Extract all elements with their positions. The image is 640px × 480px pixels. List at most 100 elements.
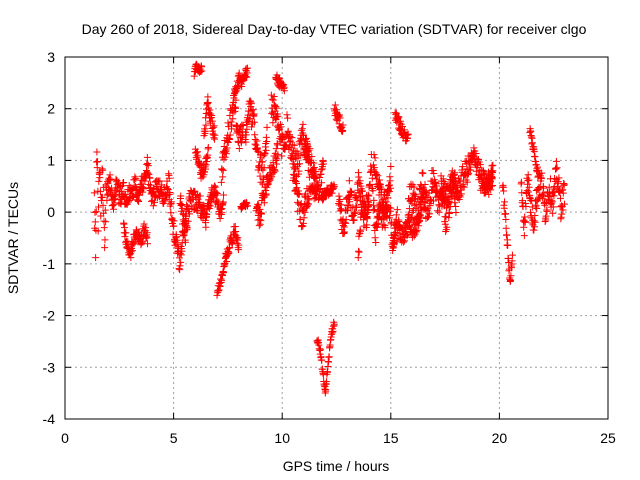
data-point [373,214,381,222]
data-point [273,104,281,112]
data-point [256,172,264,180]
data-point [144,240,152,248]
data-point [296,215,304,223]
data-point [314,180,322,188]
data-point [525,176,533,184]
data-point [92,254,100,262]
data-point [251,131,259,139]
data-point [357,192,365,200]
data-point [364,206,372,214]
data-point [559,186,567,194]
data-point [217,178,225,186]
data-point [234,234,242,242]
data-point [331,101,339,109]
data-point [341,219,349,227]
data-point [489,181,497,189]
data-point [208,117,216,125]
data-point [312,172,320,180]
data-point [299,120,307,128]
data-point [98,193,106,201]
data-point [198,67,206,75]
data-point [263,137,271,145]
data-point [365,200,373,208]
data-point [201,165,209,173]
plot-frame [64,56,609,420]
chart-title: Day 260 of 2018, Sidereal Day-to-day VTE… [82,21,587,37]
data-point [204,151,212,159]
x-tick-labels: 0 5 10 15 20 25 [61,430,616,446]
data-point [435,208,443,216]
data-point [286,137,294,145]
data-point [120,178,128,186]
data-point [560,180,568,188]
data-point [500,187,508,195]
data-point [102,218,110,226]
data-point [147,197,155,205]
data-point [227,118,235,126]
data-point [283,111,291,119]
data-point [269,119,277,127]
data-point [143,229,151,237]
data-point [144,162,152,170]
data-point [335,192,343,200]
data-point [305,196,313,204]
data-point [543,207,551,215]
data-point [456,186,464,194]
data-point [524,171,532,179]
data-point [450,193,458,201]
data-point [288,134,296,142]
data-point [336,114,344,122]
data-point [299,222,307,230]
data-point [425,210,433,218]
data-point [256,220,264,228]
data-point [110,194,118,202]
data-point [528,196,536,204]
data-point [421,188,429,196]
data-point [209,123,217,131]
data-point [96,188,104,196]
data-point [95,203,103,211]
data-point [316,173,324,181]
data-point [106,171,114,179]
data-point [130,240,138,248]
data-point [355,173,363,181]
data-point [178,204,186,212]
data-point [278,152,286,160]
data-point [179,210,187,218]
data-point [457,190,465,198]
data-point [272,103,280,111]
data-point [561,200,569,208]
data-point [270,92,278,100]
data-point [370,205,378,213]
data-point [550,192,558,200]
data-point [277,123,285,131]
data-point [220,191,228,199]
data-point [387,204,395,212]
data-point [186,210,194,218]
data-point [253,137,261,145]
data-point [400,233,408,241]
data-point [531,212,539,220]
data-point [228,121,236,129]
data-point [216,282,224,290]
data-point [247,100,255,108]
data-point [274,112,282,120]
data-point [395,217,403,225]
data-point [370,151,378,159]
data-point [269,96,277,104]
data-point [531,218,539,226]
data-point [368,174,376,182]
data-point [290,160,298,168]
data-point [181,238,189,246]
data-point [215,286,223,294]
data-point [235,69,243,77]
data-point [95,177,103,185]
data-point [256,216,264,224]
data-point [476,161,484,169]
data-point [335,111,343,119]
data-series [90,60,569,397]
data-point [429,197,437,205]
data-point [180,231,188,239]
data-point [372,238,380,246]
data-point [532,201,540,209]
